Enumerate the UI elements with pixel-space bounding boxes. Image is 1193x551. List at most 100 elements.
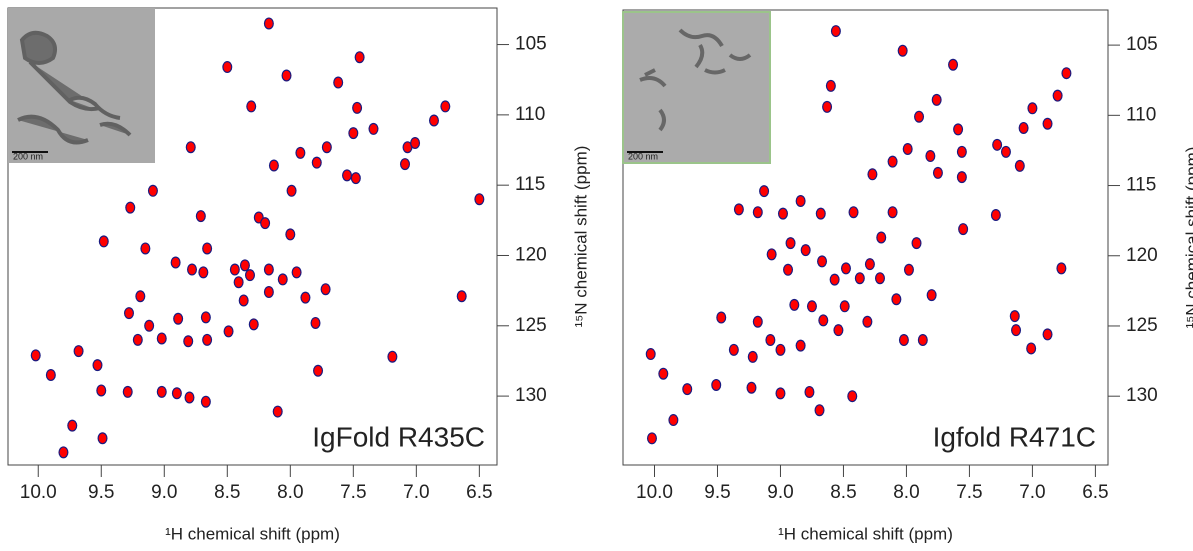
peak-contour-inner xyxy=(796,340,805,351)
x-tick-label: 9.0 xyxy=(151,482,177,503)
peak-contour-inner xyxy=(141,243,150,254)
peak-contour-inner xyxy=(441,101,450,112)
x-tick-label: 6.5 xyxy=(1082,482,1108,503)
peak-contour-inner xyxy=(1027,343,1035,354)
peak-contour-inner xyxy=(903,144,912,154)
peak-contour-inner xyxy=(669,415,678,425)
y-tick-label: 105 xyxy=(515,34,547,55)
peak-contour-inner xyxy=(321,284,330,295)
y-tick-label: 125 xyxy=(1126,315,1158,336)
peak-contour-inner xyxy=(231,264,239,275)
peak-contour-inner xyxy=(927,290,936,300)
peak-contour-inner xyxy=(202,312,210,323)
peak-contour-inner xyxy=(992,210,1000,220)
peak-contour-inner xyxy=(126,202,135,213)
peak-contour-inner xyxy=(834,325,843,335)
peak-contour-inner xyxy=(74,346,83,356)
inset-micrograph: 200 nm xyxy=(622,11,771,164)
peak-contour-inner xyxy=(900,335,908,345)
peak-contour-inner xyxy=(186,142,195,153)
peak-contour-inner xyxy=(949,59,957,70)
peak-contour-inner xyxy=(98,433,107,444)
peak-contour-inner xyxy=(184,336,193,347)
peak-contour-inner xyxy=(353,103,361,113)
peak-contour-inner xyxy=(323,142,331,153)
peak-contour-inner xyxy=(919,335,927,345)
peak-contour-inner xyxy=(926,151,935,161)
peak-contour-inner xyxy=(247,101,256,112)
peak-contour-inner xyxy=(261,218,269,228)
peak-contour-inner xyxy=(157,333,166,344)
peak-contour-inner xyxy=(388,351,397,362)
peak-contour-inner xyxy=(239,295,248,306)
peak-contour-inner xyxy=(659,368,668,379)
x-tick-label: 9.0 xyxy=(767,482,793,503)
y-axis-label: ¹⁵N chemical shift (ppm) xyxy=(1182,147,1193,329)
peak-contour-inner xyxy=(932,95,941,105)
peak-contour-inner xyxy=(134,335,142,345)
peak-contour-inner xyxy=(125,308,133,318)
y-tick-label: 110 xyxy=(1126,104,1156,125)
peak-contour-inner xyxy=(234,277,243,288)
peak-contour-inner xyxy=(776,388,785,399)
peak-contour-inner xyxy=(173,388,181,399)
peak-contour-inner xyxy=(249,319,258,330)
peak-contour-inner xyxy=(1016,161,1024,171)
peak-contour-inner xyxy=(959,224,967,234)
y-tick-label: 130 xyxy=(1126,385,1158,406)
x-tick-label: 6.5 xyxy=(466,482,492,503)
x-tick-label: 8.5 xyxy=(830,482,856,503)
peak-contour-inner xyxy=(223,62,232,72)
plot-frame xyxy=(7,7,498,466)
peak-contour-inner xyxy=(805,387,814,397)
peak-contour-inner xyxy=(958,172,966,182)
peak-contour-inner xyxy=(915,111,923,122)
peak-contour-inner xyxy=(123,387,132,397)
peak-contour-inner xyxy=(457,291,466,302)
peak-contour-inner xyxy=(202,396,210,407)
peak-contour-inner xyxy=(823,102,831,112)
peak-contour-inner xyxy=(47,370,55,380)
peak-contour-inner xyxy=(197,211,205,221)
peak-contour-inner xyxy=(848,391,857,401)
peak-contour-inner xyxy=(888,156,897,167)
peak-contour-inner xyxy=(683,384,692,394)
x-tick-label: 8.5 xyxy=(214,482,240,503)
y-tick-label: 110 xyxy=(515,104,545,125)
peak-contour-inner xyxy=(286,229,295,240)
sample-label: IgFold R435C xyxy=(312,421,485,452)
plot-frame xyxy=(622,9,1109,466)
peak-contour-inner xyxy=(730,345,738,355)
peak-contour-inner xyxy=(97,385,106,396)
peak-contour-inner xyxy=(888,207,897,218)
peak-contour-inner xyxy=(776,345,785,355)
peak-contour-inner xyxy=(311,318,320,328)
peak-contour-inner xyxy=(892,294,901,305)
peak-contour-inner xyxy=(265,18,273,29)
peak-contour-inner xyxy=(767,249,776,260)
peak-contour-inner xyxy=(856,273,864,284)
x-tick-label: 10.0 xyxy=(20,482,57,503)
peak-contour-inner xyxy=(993,140,1001,150)
inset-image xyxy=(622,11,771,164)
y-tick-label: 125 xyxy=(515,315,547,336)
peak-contour-inner xyxy=(475,194,484,205)
peak-contour-inner xyxy=(411,138,419,148)
x-tick-label: 10.0 xyxy=(636,482,673,503)
inset-micrograph: 200 nm xyxy=(8,8,155,163)
peak-contour-inner xyxy=(136,291,145,302)
x-tick-label: 7.5 xyxy=(956,482,982,503)
peak-contour-inner xyxy=(352,173,360,183)
peak-contour-inner xyxy=(99,236,108,247)
peak-contour-inner xyxy=(747,382,756,393)
peak-contour-inner xyxy=(876,273,884,284)
peak-contour-inner xyxy=(866,259,874,269)
peak-contour-inner xyxy=(185,392,194,403)
x-tick-label: 9.5 xyxy=(704,482,730,503)
peak-contour-inner xyxy=(753,316,762,327)
x-tick-label: 7.0 xyxy=(403,482,429,503)
peak-contour-inner xyxy=(801,245,810,255)
y-tick-label: 120 xyxy=(1126,245,1158,266)
peak-contour-inner xyxy=(717,312,726,323)
peak-contour-inner xyxy=(830,274,839,285)
